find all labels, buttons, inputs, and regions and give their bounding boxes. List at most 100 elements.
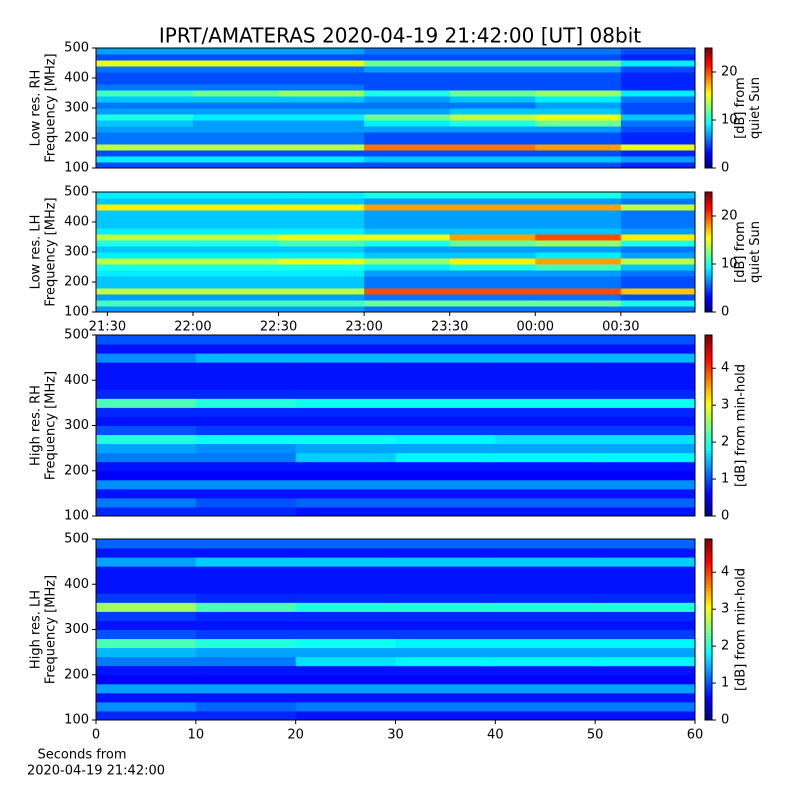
colorbar-swatch <box>705 122 712 125</box>
colorbar-swatch <box>705 56 712 59</box>
heatmap-cell <box>96 222 194 229</box>
heatmap-cell <box>96 210 194 217</box>
heatmap-cell <box>195 557 297 567</box>
colorbar-swatch <box>705 276 712 279</box>
heatmap-cell <box>495 656 596 667</box>
heatmap-cell <box>495 398 596 408</box>
heatmap-cell <box>295 665 396 676</box>
heatmap-cell <box>535 78 622 85</box>
colorbar-frame <box>704 191 713 313</box>
heatmap-cell <box>395 335 496 345</box>
heatmap-cell <box>295 389 396 399</box>
heatmap-cell <box>192 306 280 313</box>
colorbar-swatch <box>705 162 712 165</box>
heatmap-cell <box>192 84 280 91</box>
heatmap-cell <box>278 294 365 301</box>
heatmap-cell <box>96 72 194 79</box>
heatmap-cell <box>278 156 365 163</box>
heatmap-cell <box>278 162 365 169</box>
colorbar-swatch <box>705 240 712 243</box>
x-tick-label: 22:30 <box>260 320 297 335</box>
heatmap-cell <box>278 282 365 289</box>
heatmap-cell <box>192 144 280 151</box>
heatmap-cell <box>195 620 297 630</box>
y-axis-label: Low res. LH <box>29 215 44 290</box>
colorbar-swatch <box>705 280 712 283</box>
heatmap-cell <box>278 228 365 235</box>
colorbar-swatch <box>705 88 712 91</box>
heatmap-cell <box>295 566 396 576</box>
colorbar-swatch <box>705 563 712 567</box>
heatmap-cell <box>364 84 451 91</box>
heatmap-cell <box>535 144 622 151</box>
colorbar-tick-label: 1 <box>721 676 729 691</box>
colorbar-swatch <box>705 335 712 339</box>
heatmap-cell <box>96 389 197 399</box>
heatmap-cell <box>595 407 696 417</box>
heatmap-cell <box>96 228 194 235</box>
colorbar-swatch <box>705 126 712 129</box>
heatmap-cell <box>620 156 696 163</box>
heatmap-cell <box>295 593 396 603</box>
heatmap-cell <box>535 306 622 313</box>
heatmap-cell <box>449 216 536 223</box>
heatmap-cell <box>595 470 696 481</box>
colorbar-swatch <box>705 124 712 127</box>
colorbar-swatch <box>705 392 712 396</box>
heatmap-cell <box>96 258 194 265</box>
heatmap-cell <box>535 54 622 61</box>
colorbar-swatch <box>705 244 712 247</box>
colorbar-swatch <box>705 248 712 251</box>
colorbar-swatch <box>705 102 712 105</box>
heatmap-cell <box>595 584 696 594</box>
heatmap-cell <box>195 380 297 390</box>
heatmap-cell <box>96 216 194 223</box>
heatmap-cell <box>495 335 596 345</box>
heatmap-cell <box>195 674 297 685</box>
colorbar-swatch <box>705 52 712 55</box>
heatmap-cell <box>535 102 622 109</box>
heatmap-cell <box>395 593 496 603</box>
heatmap-cell <box>395 701 496 712</box>
heatmap-cell <box>295 335 396 345</box>
heatmap-cell <box>364 216 451 223</box>
colorbar-swatch <box>705 377 712 381</box>
colorbar-swatch <box>705 554 712 558</box>
heatmap-cell <box>620 66 696 73</box>
heatmap-cell <box>295 506 396 517</box>
colorbar-swatch <box>705 473 712 478</box>
colorbar-swatch <box>705 288 712 291</box>
colorbar-swatch <box>705 134 712 137</box>
colorbar-swatch <box>705 626 712 630</box>
heatmap-cell <box>96 234 194 241</box>
colorbar-swatch <box>705 446 712 451</box>
y-axis-label: Frequency [MHz] <box>44 575 59 684</box>
colorbar-swatch <box>705 425 712 430</box>
colorbar-swatch <box>705 428 712 433</box>
heatmap-cell <box>395 557 496 567</box>
colorbar-swatch <box>705 338 712 342</box>
colorbar-tick-label: 4 <box>721 361 729 376</box>
colorbar-swatch <box>705 146 712 149</box>
heatmap-cell <box>449 234 536 241</box>
colorbar-swatch <box>705 228 712 231</box>
heatmap-cell <box>495 701 596 712</box>
colorbar-swatch <box>705 593 712 597</box>
heatmap-cell <box>449 144 536 151</box>
colorbar-swatch <box>705 617 712 621</box>
colorbar-swatch <box>705 210 712 213</box>
heatmap-cell <box>449 54 536 61</box>
heatmap-cell <box>449 252 536 259</box>
heatmap-cell <box>495 443 596 454</box>
colorbar-swatch <box>705 437 712 442</box>
heatmap-cell <box>449 210 536 217</box>
heatmap-cell <box>395 584 496 594</box>
heatmap-cell <box>595 692 696 703</box>
colorbar-swatch <box>705 671 712 676</box>
colorbar-swatch <box>705 440 712 445</box>
heatmap-cell <box>192 102 280 109</box>
colorbar-swatch <box>705 485 712 490</box>
heatmap-cell <box>535 72 622 79</box>
heatmap-cell <box>364 300 451 307</box>
heatmap-cell <box>449 96 536 103</box>
